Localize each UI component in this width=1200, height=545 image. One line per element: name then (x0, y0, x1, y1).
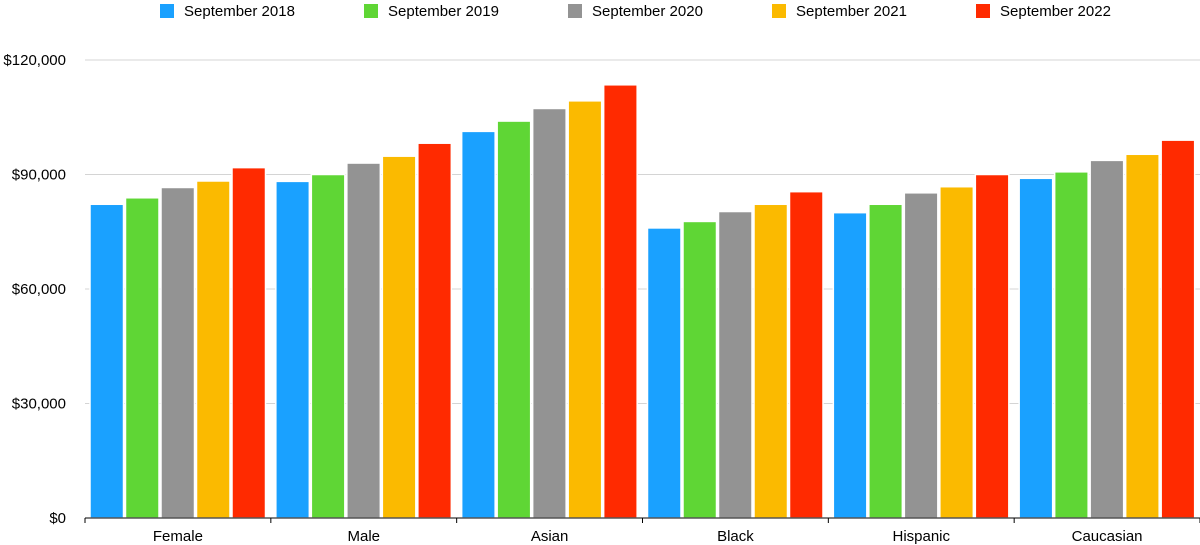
bar-caucasian-2 (1053, 171, 1089, 519)
legend-swatch (160, 4, 174, 18)
category-label: Asian (531, 528, 569, 545)
bar-caucasian-1 (1018, 177, 1054, 519)
bar-female-4 (195, 180, 231, 519)
bar-black-1 (646, 227, 682, 519)
y-tick-label: $60,000 (12, 281, 66, 298)
legend-label: September 2019 (388, 3, 499, 20)
bar-caucasian-4 (1124, 153, 1160, 519)
y-tick-label: $90,000 (12, 167, 66, 184)
y-axis: $0 $30,000 $60,000 $90,000 $120,000 (3, 52, 66, 527)
bar-hispanic-4 (939, 185, 975, 519)
bar-female-3 (160, 186, 196, 519)
category-label: Caucasian (1072, 528, 1143, 545)
bar-caucasian-5 (1160, 139, 1196, 519)
bars (89, 84, 1196, 519)
bar-black-4 (753, 203, 789, 519)
bar-black-3 (717, 210, 753, 519)
legend-label: September 2018 (184, 3, 295, 20)
legend-swatch (976, 4, 990, 18)
legend-label: September 2022 (1000, 3, 1111, 20)
category-label: Female (153, 528, 203, 545)
bar-female-2 (124, 197, 160, 519)
gridlines (85, 59, 1200, 404)
bar-asian-3 (531, 107, 567, 519)
x-axis: Female Male Asian Black Hispanic Caucasian (84, 517, 1200, 545)
bar-male-5 (417, 142, 453, 519)
bar-female-1 (89, 203, 125, 519)
bar-hispanic-5 (974, 173, 1010, 519)
bar-black-5 (788, 190, 824, 519)
y-tick-label: $120,000 (3, 52, 66, 69)
bar-hispanic-3 (903, 192, 939, 519)
legend: September 2018 September 2019 September 20… (160, 3, 1111, 20)
y-tick-label: $0 (49, 510, 66, 527)
category-label: Hispanic (892, 528, 950, 545)
legend-label: September 2021 (796, 3, 907, 20)
legend-swatch (772, 4, 786, 18)
legend-label: September 2020 (592, 3, 703, 20)
bar-male-1 (275, 180, 311, 519)
category-label: Black (717, 528, 754, 545)
bar-hispanic-1 (832, 211, 868, 519)
bar-hispanic-2 (868, 203, 904, 519)
bar-asian-5 (602, 84, 638, 519)
category-label: Male (347, 528, 380, 545)
bar-male-4 (381, 155, 417, 519)
bar-male-2 (310, 173, 346, 519)
bar-caucasian-3 (1089, 159, 1125, 519)
legend-swatch (364, 4, 378, 18)
y-tick-label: $30,000 (12, 396, 66, 413)
bar-asian-1 (460, 130, 496, 519)
bar-male-3 (346, 162, 382, 519)
bar-asian-4 (567, 100, 603, 519)
bar-black-2 (682, 220, 718, 519)
legend-swatch (568, 4, 582, 18)
bar-female-5 (231, 166, 267, 519)
bar-asian-2 (496, 120, 532, 519)
